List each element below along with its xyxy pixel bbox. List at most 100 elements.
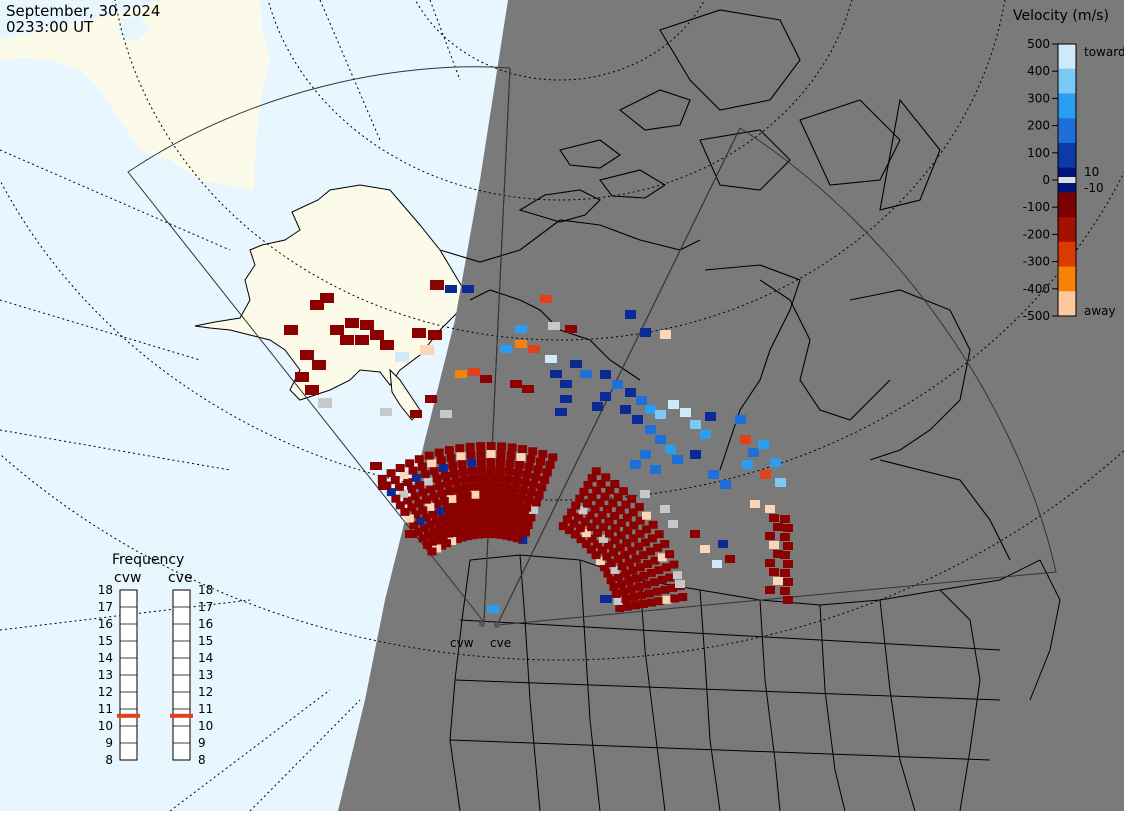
velocity-cell [486, 466, 496, 475]
velocity-cell [783, 524, 793, 532]
velocity-cell [586, 545, 596, 554]
colorbar-tick-label: -200 [1023, 227, 1050, 241]
velocity-cell [512, 534, 522, 543]
velocity-cell [444, 529, 454, 538]
velocity-cell [399, 489, 409, 498]
frequency-scale-label: 14 [198, 651, 213, 665]
velocity-cell [760, 470, 771, 479]
velocity-cell [616, 580, 626, 589]
velocity-cell [523, 520, 533, 529]
velocity-cell [478, 506, 488, 515]
velocity-cell [769, 514, 779, 522]
velocity-cell [509, 492, 519, 501]
velocity-cell [470, 490, 480, 499]
velocity-cell [524, 462, 534, 471]
velocity-cell [638, 551, 648, 560]
velocity-cell [434, 448, 444, 457]
velocity-cell [378, 482, 390, 490]
velocity-cell [509, 525, 519, 534]
velocity-cell [517, 445, 527, 454]
frequency-marker [170, 713, 193, 718]
velocity-cell [647, 534, 657, 543]
velocity-cell [627, 546, 637, 555]
velocity-cell [520, 528, 530, 537]
frequency-scale-label: 8 [105, 753, 113, 767]
velocity-cell [748, 448, 759, 457]
colorbar-swatch [1058, 142, 1076, 169]
velocity-cell [650, 578, 660, 587]
frequency-scale-label: 9 [198, 736, 206, 750]
velocity-cell [429, 527, 439, 536]
velocity-cell [486, 482, 496, 491]
velocity-cell [410, 410, 422, 418]
velocity-cell [602, 552, 612, 561]
frequency-panel: Frequency cvw cve 1817161514131211109818… [98, 552, 214, 767]
velocity-cell [408, 466, 418, 475]
colorbar-away-label: away [1084, 304, 1116, 318]
velocity-cell [672, 571, 682, 580]
velocity-cell [587, 474, 597, 483]
velocity-cell [472, 514, 482, 523]
velocity-cell [700, 545, 710, 553]
velocity-cell [616, 531, 626, 540]
velocity-cell [538, 450, 548, 459]
velocity-cell [540, 475, 550, 484]
velocity-cell [604, 517, 614, 526]
velocity-cell [457, 533, 467, 542]
velocity-cell [405, 530, 417, 538]
frequency-scale-label: 9 [105, 736, 113, 750]
velocity-cell [380, 408, 392, 416]
velocity-cell [449, 502, 459, 511]
radar-site-marker [494, 622, 500, 628]
velocity-cell [417, 462, 427, 471]
velocity-cell [506, 451, 516, 460]
velocity-cell [456, 452, 466, 461]
velocity-cell [610, 524, 620, 533]
velocity-cell [479, 514, 489, 523]
velocity-cell [305, 385, 319, 395]
velocity-cell [613, 493, 623, 502]
velocity-cell [665, 573, 675, 582]
velocity-cell [455, 444, 465, 453]
velocity-cell [660, 505, 670, 513]
velocity-cell [780, 533, 790, 541]
velocity-cell [725, 555, 735, 563]
siberia-bay [118, 15, 150, 42]
velocity-cell [411, 510, 421, 519]
velocity-cell [615, 543, 625, 552]
colorbar-swatch [1058, 93, 1076, 119]
velocity-cell [526, 455, 536, 464]
velocity-cell [639, 571, 649, 580]
velocity-cell [420, 345, 434, 355]
velocity-cell [592, 540, 602, 549]
velocity-cell [520, 478, 530, 487]
velocity-cell [665, 550, 675, 559]
velocity-cell [642, 525, 652, 534]
velocity-cell [648, 520, 658, 529]
velocity-cell [645, 405, 656, 414]
colorbar-tick-label: -500 [1023, 309, 1050, 323]
velocity-cell [583, 499, 593, 508]
colorbar-swatch [1058, 68, 1076, 94]
velocity-cell [628, 566, 638, 575]
velocity-cell [438, 464, 448, 473]
velocity-cell [412, 328, 426, 338]
velocity-cell [705, 412, 716, 421]
velocity-cell [500, 499, 510, 508]
velocity-cell [624, 558, 634, 567]
colorbar-tick-label: -400 [1023, 282, 1050, 296]
velocity-cell [479, 530, 489, 539]
velocity-cell [625, 310, 636, 319]
velocity-cell [631, 574, 641, 583]
velocity-cell [627, 494, 637, 503]
velocity-cell [615, 506, 625, 515]
velocity-cell [435, 507, 445, 516]
velocity-cell [700, 430, 711, 439]
velocity-cell [494, 482, 504, 491]
velocity-cell [780, 569, 790, 577]
velocity-cell [661, 563, 671, 572]
velocity-cell [518, 486, 528, 495]
velocity-cell [507, 532, 517, 541]
velocity-cell [428, 510, 438, 519]
alaska-land [194, 184, 471, 401]
